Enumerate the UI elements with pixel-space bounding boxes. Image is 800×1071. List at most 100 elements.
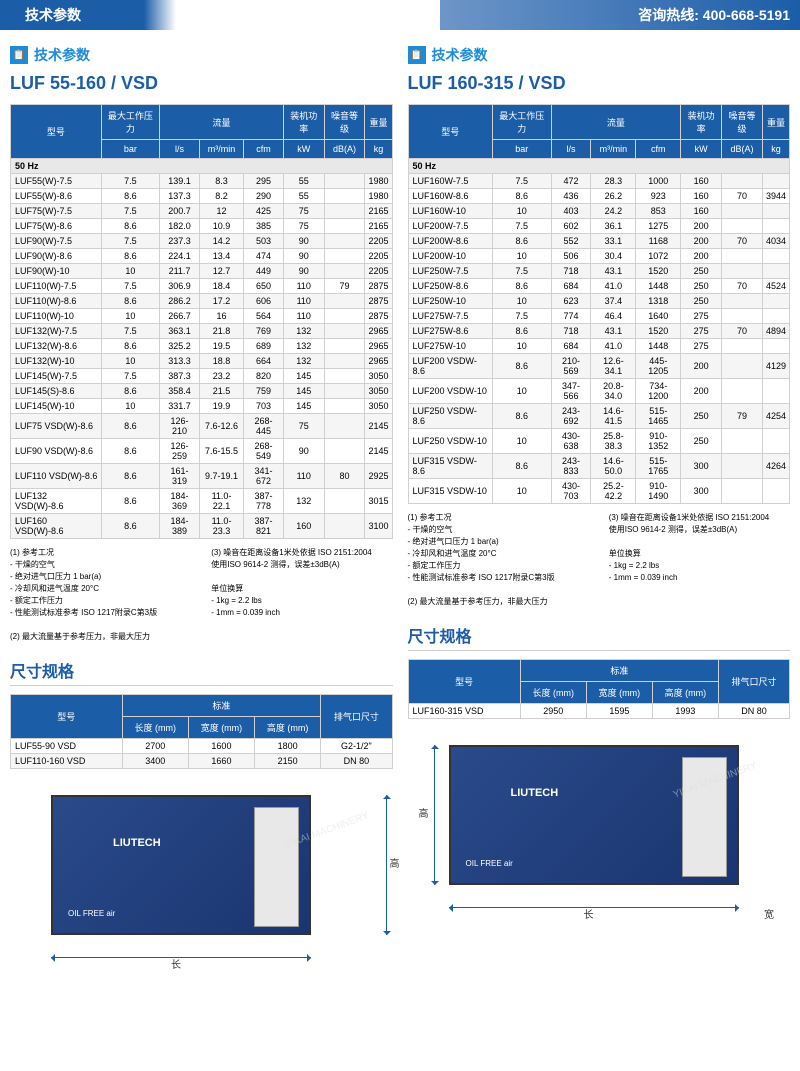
hotline: 咨询热线: 400-668-5191 bbox=[638, 5, 790, 25]
content: 📋 技术参数 LUF 55-160 / VSD 型号 最大工作压力 流量 装机功… bbox=[0, 30, 800, 979]
cell: 43.1 bbox=[591, 324, 636, 339]
th: 高度 (mm) bbox=[652, 682, 718, 704]
cell: 1980 bbox=[365, 189, 392, 204]
cell: 300 bbox=[681, 479, 722, 504]
cell: 503 bbox=[244, 234, 284, 249]
cell: 250 bbox=[681, 404, 722, 429]
cell: 2205 bbox=[365, 249, 392, 264]
cell: 3100 bbox=[365, 514, 392, 539]
cell bbox=[324, 414, 365, 439]
cell: LUF145(W)-7.5 bbox=[11, 369, 102, 384]
dim-table-right: 型号 标准 排气口尺寸 长度 (mm) 宽度 (mm) 高度 (mm) LUF1… bbox=[408, 659, 791, 719]
table-row: LUF200W-7.57.560236.11275200 bbox=[408, 219, 790, 234]
cell: 759 bbox=[244, 384, 284, 399]
cell bbox=[762, 479, 789, 504]
cell: 8.6 bbox=[493, 404, 552, 429]
header-title: 技术参数 bbox=[10, 1, 96, 29]
cell: LUF110(W)-10 bbox=[11, 309, 102, 324]
cell: 449 bbox=[244, 264, 284, 279]
cell: 650 bbox=[244, 279, 284, 294]
cell: 7.5 bbox=[493, 309, 552, 324]
cell: 110 bbox=[283, 294, 324, 309]
cell: 2965 bbox=[365, 354, 392, 369]
cell: 3944 bbox=[762, 189, 789, 204]
arrow-height bbox=[386, 795, 387, 935]
cell: 200 bbox=[681, 234, 722, 249]
cell: 8.6 bbox=[493, 189, 552, 204]
cell: 250 bbox=[681, 264, 722, 279]
cell: 160 bbox=[283, 514, 324, 539]
cell: LUF90 VSD(W)-8.6 bbox=[11, 439, 102, 464]
hz-row: 50 Hz bbox=[408, 159, 790, 174]
doc-icon: 📋 bbox=[408, 46, 426, 64]
cell: 3400 bbox=[122, 754, 188, 769]
table-row: LUF132 VSD(W)-8.68.6184-36911.0-22.1387-… bbox=[11, 489, 393, 514]
cell: 472 bbox=[551, 174, 591, 189]
cell: 55 bbox=[283, 189, 324, 204]
cell: 1072 bbox=[636, 249, 681, 264]
cell: 1993 bbox=[652, 704, 718, 719]
cell: LUF75 VSD(W)-8.6 bbox=[11, 414, 102, 439]
cell: LUF160-315 VSD bbox=[408, 704, 520, 719]
cell: 820 bbox=[244, 369, 284, 384]
th: dB(A) bbox=[722, 140, 763, 159]
th: cfm bbox=[636, 140, 681, 159]
cell: 132 bbox=[283, 489, 324, 514]
table-row: LUF110(W)-8.68.6286.217.26061102875 bbox=[11, 294, 393, 309]
cell: 1000 bbox=[636, 174, 681, 189]
cell: 145 bbox=[283, 399, 324, 414]
cell bbox=[324, 369, 365, 384]
cell: 126-259 bbox=[160, 439, 200, 464]
cell: LUF132(W)-8.6 bbox=[11, 339, 102, 354]
cell: 387-778 bbox=[244, 489, 284, 514]
cell bbox=[722, 219, 763, 234]
cell: LUF55(W)-8.6 bbox=[11, 189, 102, 204]
cell: 14.6-41.5 bbox=[591, 404, 636, 429]
cell: 19.9 bbox=[199, 399, 243, 414]
table-row: LUF145(W)-1010331.719.97031453050 bbox=[11, 399, 393, 414]
cell: 8.2 bbox=[199, 189, 243, 204]
cell: 200 bbox=[681, 249, 722, 264]
cell: 387-821 bbox=[244, 514, 284, 539]
table-row: LUF200 VSDW-8.68.6210-56912.6-34.1445-12… bbox=[408, 354, 790, 379]
cell: LUF200 VSDW-10 bbox=[408, 379, 493, 404]
th: dB(A) bbox=[324, 140, 365, 159]
cell: 7.5 bbox=[101, 324, 159, 339]
table-row: LUF275W-101068441.01448275 bbox=[408, 339, 790, 354]
cell: 132 bbox=[283, 339, 324, 354]
cell: LUF250W-10 bbox=[408, 294, 493, 309]
cell bbox=[722, 294, 763, 309]
cell: 110 bbox=[283, 309, 324, 324]
cell: 36.1 bbox=[591, 219, 636, 234]
cell: 552 bbox=[551, 234, 591, 249]
cell: 325.2 bbox=[160, 339, 200, 354]
th: kg bbox=[762, 140, 789, 159]
cell: LUF160W-7.5 bbox=[408, 174, 493, 189]
cell: 8.6 bbox=[101, 439, 159, 464]
table-row: LUF55(W)-8.68.6137.38.2290551980 bbox=[11, 189, 393, 204]
cell: 200 bbox=[681, 354, 722, 379]
th: 排气口尺寸 bbox=[718, 660, 789, 704]
cell: LUF315 VSDW-8.6 bbox=[408, 454, 493, 479]
cell: 139.1 bbox=[160, 174, 200, 189]
cell: LUF275W-10 bbox=[408, 339, 493, 354]
cell: 266.7 bbox=[160, 309, 200, 324]
cell: 200 bbox=[681, 219, 722, 234]
dim-label: 高 bbox=[390, 855, 400, 870]
cell bbox=[722, 479, 763, 504]
cell: 10 bbox=[101, 309, 159, 324]
cell: 2875 bbox=[365, 309, 392, 324]
table-row: LUF110(W)-1010266.7165641102875 bbox=[11, 309, 393, 324]
cell bbox=[324, 384, 365, 399]
cell: 774 bbox=[551, 309, 591, 324]
cell bbox=[324, 439, 365, 464]
note: (3) 噪音在距离设备1米处依据 ISO 2151:2004 bbox=[211, 547, 392, 559]
cell: 200 bbox=[681, 379, 722, 404]
cell: 8.6 bbox=[101, 414, 159, 439]
cell: 161-319 bbox=[160, 464, 200, 489]
cell bbox=[324, 219, 365, 234]
cell: 12 bbox=[199, 204, 243, 219]
cell: 1448 bbox=[636, 339, 681, 354]
table-row: LUF75 VSD(W)-8.68.6126-2107.6-12.6268-44… bbox=[11, 414, 393, 439]
cell: 313.3 bbox=[160, 354, 200, 369]
